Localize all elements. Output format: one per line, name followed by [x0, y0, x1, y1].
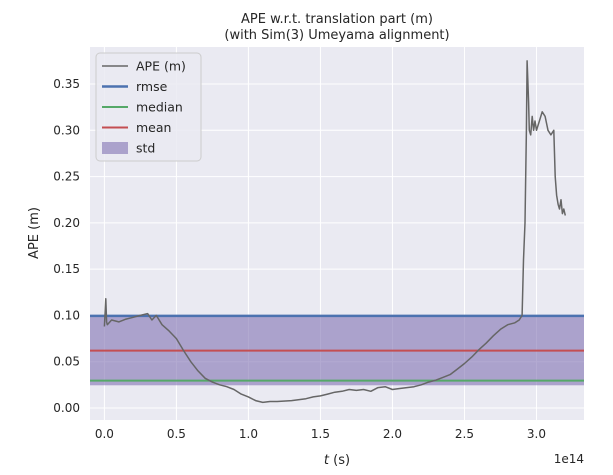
- x-tick-label: 3.0: [527, 427, 546, 441]
- legend-swatch: [102, 142, 128, 154]
- x-tick-label: 1.0: [239, 427, 258, 441]
- legend-box: [95, 52, 202, 162]
- x-tick-label: 1.5: [311, 427, 330, 441]
- y-tick-label: 0.35: [53, 77, 80, 91]
- x-tick-label: 0.5: [167, 427, 186, 441]
- x-tick-label: 2.0: [383, 427, 402, 441]
- x-axis-label-unit: (s): [329, 453, 350, 468]
- y-tick-label: 0.25: [53, 170, 80, 184]
- legend-label: rmse: [136, 79, 168, 94]
- y-tick-label: 0.30: [53, 123, 80, 137]
- legend-label: std: [136, 141, 155, 156]
- tick-labels: 0.0 0.5 1.0 1.5 2.0 2.5 3.0 0.00 0.05 0.10 0.15 0.2…: [53, 77, 546, 441]
- x-tick-label: 0.0: [95, 427, 114, 441]
- x-axis-label-variable: t: [324, 453, 330, 468]
- legend-label: median: [136, 100, 183, 115]
- x-axis-label: t (s): [324, 453, 350, 468]
- chart-subtitle: (with Sim(3) Umeyama alignment): [224, 28, 449, 43]
- x-tick-label: 2.5: [455, 427, 474, 441]
- y-tick-label: 0.05: [53, 355, 80, 369]
- chart-marks: [90, 60, 584, 404]
- chart-title: APE w.r.t. translation part (m): [241, 12, 433, 27]
- y-tick-label: 0.00: [53, 401, 80, 415]
- legend-label: APE (m): [136, 59, 186, 74]
- x-axis-offset-label: 1e14: [554, 452, 584, 466]
- y-tick-label: 0.15: [53, 262, 80, 276]
- y-tick-label: 0.20: [53, 216, 80, 230]
- y-tick-label: 0.10: [53, 308, 80, 322]
- legend-label: mean: [136, 120, 171, 135]
- ape-series-line: [103, 60, 567, 404]
- legend: APE (m) rmse median mean std: [95, 52, 202, 162]
- y-axis-label: APE (m): [27, 207, 42, 259]
